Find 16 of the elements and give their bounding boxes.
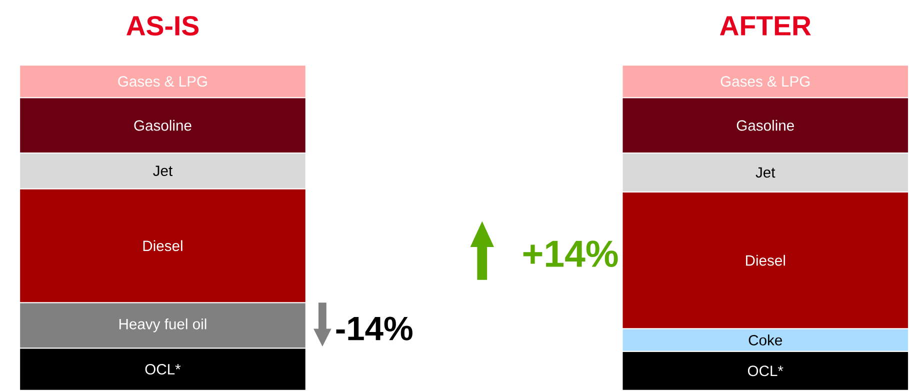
series-label: Gases & LPG <box>118 76 207 87</box>
x-tick-label: AS-IS <box>126 16 199 36</box>
series-label: Heavy fuel oil <box>119 318 206 332</box>
series-label: Gasoline <box>134 120 192 131</box>
annotation: -14% <box>336 316 412 340</box>
x-tick-label: AFTER <box>720 16 811 36</box>
series-label: Diesel <box>143 240 182 252</box>
series-label: Coke <box>748 334 782 346</box>
text: Gases & LPG <box>720 76 810 87</box>
series-label: OCL* <box>748 366 784 376</box>
text: Diesel <box>746 254 785 266</box>
annotation: +14% <box>523 240 618 268</box>
series-label: Jet <box>153 166 173 176</box>
text: Gasoline <box>736 120 794 131</box>
text: OCL* <box>145 364 181 375</box>
text: Jet <box>756 167 776 178</box>
